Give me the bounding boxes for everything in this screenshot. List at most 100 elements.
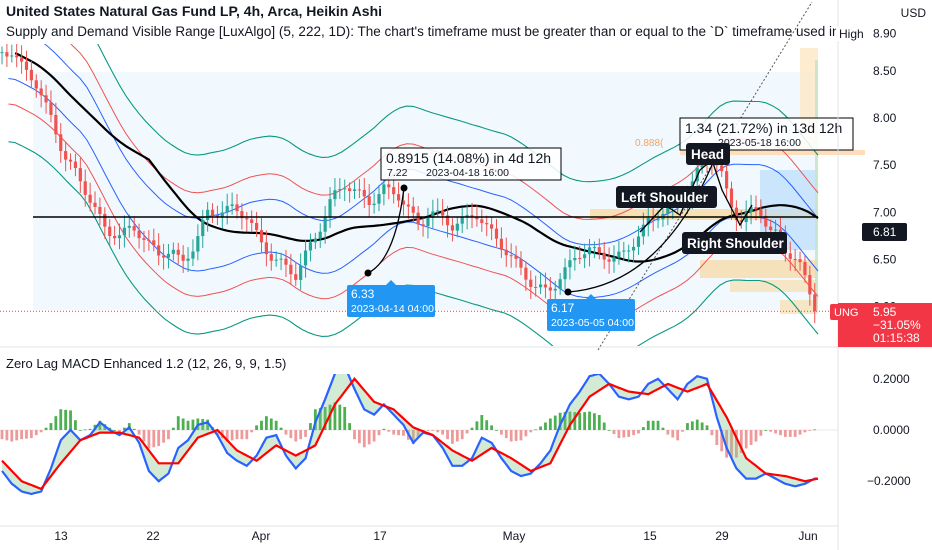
histogram-bar	[137, 430, 141, 435]
histogram-bar	[436, 430, 440, 433]
histogram-bar	[132, 428, 136, 430]
label-pointer	[386, 280, 396, 285]
price-axis[interactable]: 8.908.508.007.507.006.506.00	[873, 26, 897, 313]
candle-body	[83, 181, 87, 195]
histogram-bar	[34, 430, 38, 436]
candle-body	[49, 102, 53, 115]
candle-body	[88, 194, 92, 203]
histogram-bar	[284, 430, 288, 435]
label-time: 2023-05-05 04:00	[551, 317, 634, 329]
histogram-bar	[553, 415, 557, 430]
histogram-bar	[289, 430, 293, 439]
indicator-legend[interactable]: Supply and Demand Visible Range [LuxAlgo…	[6, 24, 844, 39]
candle-body	[490, 224, 494, 229]
measure-sub-time: 2023-04-18 16:00	[426, 167, 509, 179]
candle-body	[152, 240, 156, 246]
histogram-bar	[588, 411, 591, 430]
candle-body	[333, 190, 337, 200]
histogram-bar	[460, 430, 464, 440]
candle-body	[230, 204, 234, 206]
candle-body	[416, 212, 420, 225]
histogram-bar	[695, 419, 699, 430]
candle-body	[764, 215, 768, 227]
histogram-bar	[744, 430, 748, 449]
drawing-overlay[interactable]: 6.33 2023-04-14 04:00 6.17 2023-05-05 04:00…	[0, 1, 854, 351]
time-tick: May	[503, 529, 526, 543]
histogram-bar	[426, 430, 430, 431]
last-price-text: 5.95	[873, 305, 897, 319]
price-badges: 6.81 UNG 5.95−31.05%01:15:38	[830, 223, 932, 347]
candle-body	[196, 236, 200, 252]
histogram-bar	[88, 428, 92, 430]
pattern-label-box	[686, 143, 730, 165]
histogram-bar	[260, 420, 263, 430]
measure-box	[380, 147, 562, 181]
histogram-bar	[78, 430, 82, 431]
candle-body	[157, 245, 161, 256]
macd-line	[1, 374, 818, 496]
time-axis[interactable]: 13 22 Apr 17 May 15 29 Jun	[54, 529, 817, 543]
candle-body	[455, 223, 459, 231]
histogram-bar	[690, 421, 694, 430]
histogram-bar	[377, 430, 381, 436]
candle-body	[798, 259, 802, 263]
histogram-bar	[0, 430, 4, 440]
candle-body	[117, 235, 122, 239]
candle-body	[201, 220, 205, 237]
candle-body	[475, 216, 479, 220]
pattern-label-box	[682, 232, 787, 254]
candle-body	[396, 194, 401, 201]
candle-body	[29, 69, 33, 81]
candle-body	[299, 265, 303, 280]
histogram-bar	[358, 430, 361, 444]
candle-body	[186, 258, 190, 261]
candle-body	[578, 257, 582, 259]
histogram-bar	[343, 406, 347, 430]
histogram-bar	[735, 430, 738, 458]
envelope-band-4	[8, 103, 819, 324]
candle-body	[264, 242, 268, 255]
histogram-bar	[171, 427, 175, 430]
histogram-bar	[490, 425, 493, 430]
currency-label[interactable]: USD	[900, 6, 926, 20]
histogram-bar	[255, 425, 258, 430]
histogram-bar	[348, 423, 352, 430]
histogram-bar	[455, 430, 459, 442]
candle-body	[308, 242, 313, 251]
histogram-bar	[612, 430, 616, 435]
histogram-bar	[646, 420, 650, 430]
histogram-bar	[705, 425, 709, 430]
current-line-badge	[862, 223, 907, 241]
price-tick: 7.50	[873, 158, 897, 172]
histogram-bar	[279, 427, 283, 430]
macd-axis[interactable]: 0.2000 0.0000 −0.2000	[867, 372, 911, 488]
candle-body	[519, 258, 523, 268]
macd-tick: −0.2000	[867, 474, 911, 488]
candle-body	[788, 253, 792, 259]
candle-body	[720, 165, 724, 172]
histogram-bar	[446, 430, 449, 440]
candle-body	[328, 199, 332, 217]
macd-tick: 0.2000	[873, 372, 910, 386]
candle-body	[401, 200, 406, 205]
histogram-bar	[44, 427, 48, 430]
macd-legend[interactable]: Zero Lag MACD Enhanced 1.2 (12, 26, 9, 9…	[6, 356, 287, 371]
histogram-bar	[710, 430, 714, 436]
candle-body	[514, 255, 518, 259]
candle-body	[24, 61, 29, 70]
candle-body	[137, 230, 141, 239]
candle-body	[318, 231, 322, 239]
histogram-bar	[49, 423, 53, 430]
candle-body	[15, 55, 19, 58]
candle-body	[279, 258, 283, 260]
candle-body	[78, 168, 82, 182]
candle-body	[695, 167, 699, 182]
chart-title[interactable]: United States Natural Gas Fund LP, 4h, A…	[6, 3, 383, 19]
histogram-bar	[583, 412, 587, 430]
candle-body	[235, 204, 239, 212]
candle-body	[44, 95, 48, 103]
histogram-bar	[578, 412, 582, 430]
histogram-bar	[304, 430, 307, 437]
histogram-bar	[362, 430, 366, 448]
